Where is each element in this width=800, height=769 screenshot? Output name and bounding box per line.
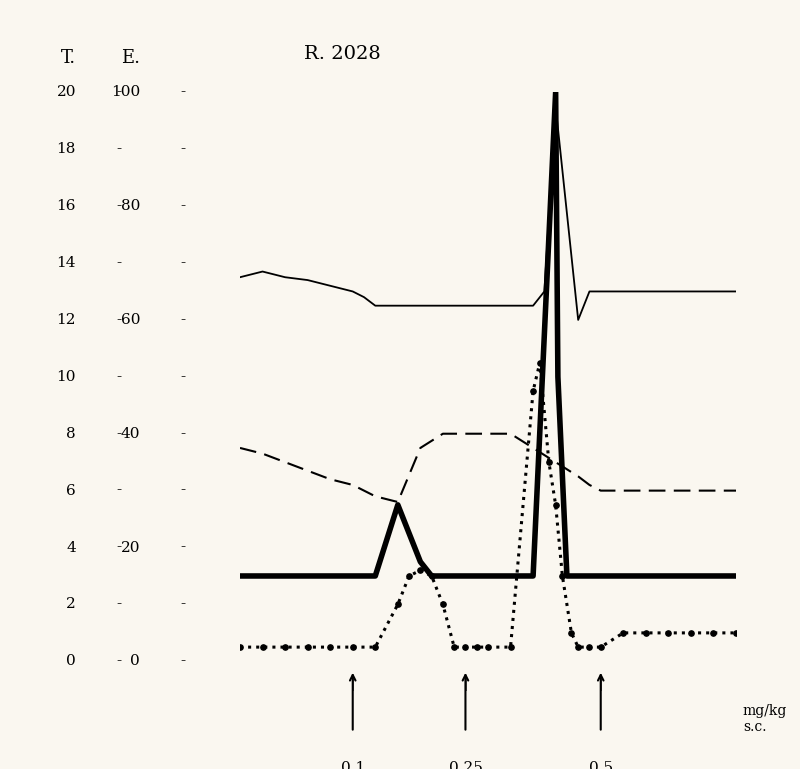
Text: 2: 2 (66, 598, 76, 611)
Text: 4: 4 (66, 541, 76, 554)
Text: -: - (116, 370, 121, 384)
Text: |: | (463, 678, 467, 691)
Text: 0.1: 0.1 (341, 761, 365, 769)
Text: 12: 12 (57, 313, 76, 327)
Text: 16: 16 (57, 199, 76, 213)
Text: -: - (180, 142, 185, 156)
Text: 100: 100 (110, 85, 140, 99)
Text: -: - (180, 598, 185, 611)
Text: -: - (180, 256, 185, 270)
Text: -: - (180, 541, 185, 554)
Text: 0.25: 0.25 (449, 761, 482, 769)
Text: |: | (598, 678, 603, 691)
Text: -: - (116, 142, 121, 156)
Text: 10: 10 (57, 370, 76, 384)
Text: 20: 20 (57, 85, 76, 99)
Text: -: - (180, 484, 185, 498)
Text: -: - (180, 370, 185, 384)
Text: 0: 0 (66, 654, 76, 668)
Text: 80: 80 (121, 199, 140, 213)
Text: -: - (116, 654, 121, 668)
Text: -: - (180, 427, 185, 441)
Text: -: - (180, 654, 185, 668)
Text: 14: 14 (57, 256, 76, 270)
Text: -: - (116, 541, 121, 554)
Text: 0: 0 (130, 654, 140, 668)
Text: -: - (180, 313, 185, 327)
Text: -: - (116, 256, 121, 270)
Text: -: - (180, 199, 185, 213)
Text: 8: 8 (66, 427, 76, 441)
Text: 6: 6 (66, 484, 76, 498)
Text: 20: 20 (121, 541, 140, 554)
Text: -: - (180, 85, 185, 99)
Text: 18: 18 (57, 142, 76, 156)
Text: -: - (116, 484, 121, 498)
Text: 40: 40 (121, 427, 140, 441)
Text: -: - (116, 199, 121, 213)
Text: 60: 60 (121, 313, 140, 327)
Text: E.: E. (121, 48, 140, 67)
Text: -: - (116, 598, 121, 611)
Text: -: - (116, 313, 121, 327)
Text: 0.5: 0.5 (589, 761, 613, 769)
Text: -: - (116, 427, 121, 441)
Text: -: - (116, 85, 121, 99)
Text: mg/kg
s.c.: mg/kg s.c. (742, 704, 787, 734)
Text: |: | (350, 678, 355, 691)
Text: T.: T. (61, 48, 76, 67)
Text: R. 2028: R. 2028 (304, 45, 381, 63)
